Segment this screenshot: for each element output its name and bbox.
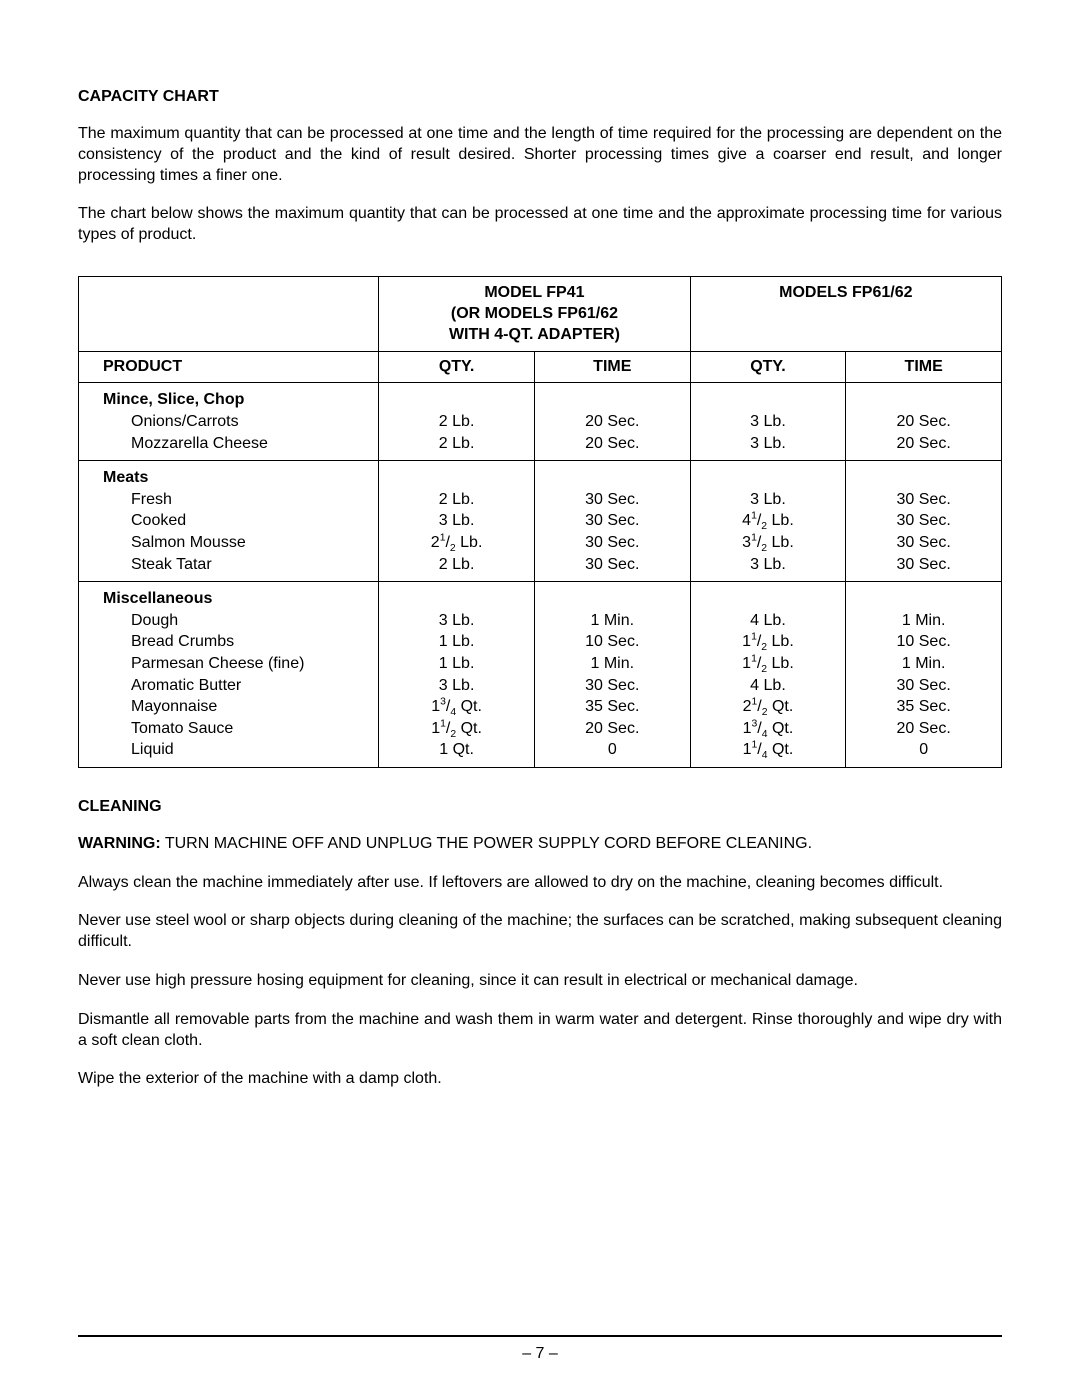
table-row: Mince, Slice, ChopOnions/CarrotsMozzarel…: [79, 383, 379, 461]
model1-line3: WITH 4-QT. ADAPTER): [449, 326, 620, 343]
time1-cell: 1 Min.10 Sec.1 Min.30 Sec.35 Sec.20 Sec.…: [534, 582, 690, 768]
cleaning-heading: CLEANING: [78, 798, 1002, 816]
col-qty-2: QTY.: [690, 352, 846, 383]
qty1-cell: 2 Lb.2 Lb.: [379, 383, 535, 461]
qty1-cell: 2 Lb.3 Lb.21/2 Lb.2 Lb.: [379, 461, 535, 582]
col-time-1: TIME: [534, 352, 690, 383]
capacity-para-2: The chart below shows the maximum quanti…: [78, 204, 1002, 246]
cleaning-para-3: Never use high pressure hosing equipment…: [78, 971, 1002, 992]
time1-cell: 20 Sec.20 Sec.: [534, 383, 690, 461]
capacity-para-1: The maximum quantity that can be process…: [78, 124, 1002, 186]
warning-text: TURN MACHINE OFF AND UNPLUG THE POWER SU…: [161, 835, 812, 852]
cleaning-para-4: Dismantle all removable parts from the m…: [78, 1010, 1002, 1052]
model1-line1: MODEL FP41: [484, 284, 584, 301]
cleaning-para-5: Wipe the exterior of the machine with a …: [78, 1069, 1002, 1090]
qty1-cell: 3 Lb.1 Lb.1 Lb.3 Lb.13/4 Qt.11/2 Qt.1 Qt…: [379, 582, 535, 768]
qty2-cell: 4 Lb.11/2 Lb.11/2 Lb.4 Lb.21/2 Qt.13/4 Q…: [690, 582, 846, 768]
time1-cell: 30 Sec.30 Sec.30 Sec.30 Sec.: [534, 461, 690, 582]
table-row: MeatsFreshCookedSalmon MousseSteak Tatar: [79, 461, 379, 582]
model1-header: MODEL FP41 (OR MODELS FP61/62 WITH 4-QT.…: [379, 276, 690, 351]
capacity-table: MODEL FP41 (OR MODELS FP61/62 WITH 4-QT.…: [78, 276, 1002, 768]
warning-line: WARNING: TURN MACHINE OFF AND UNPLUG THE…: [78, 834, 1002, 855]
footer-rule: [78, 1335, 1002, 1337]
page: CAPACITY CHART The maximum quantity that…: [0, 0, 1080, 1397]
col-qty-1: QTY.: [379, 352, 535, 383]
time2-cell: 1 Min.10 Sec.1 Min.30 Sec.35 Sec.20 Sec.…: [846, 582, 1002, 768]
table-row: MiscellaneousDoughBread CrumbsParmesan C…: [79, 582, 379, 768]
qty2-cell: 3 Lb.3 Lb.: [690, 383, 846, 461]
cleaning-para-2: Never use steel wool or sharp objects du…: [78, 911, 1002, 953]
page-number: – 7 –: [0, 1345, 1080, 1363]
col-product: PRODUCT: [79, 352, 379, 383]
time2-cell: 30 Sec.30 Sec.30 Sec.30 Sec.: [846, 461, 1002, 582]
model2-text: MODELS FP61/62: [779, 284, 912, 301]
model1-line2: (OR MODELS FP61/62: [451, 305, 618, 322]
capacity-chart-heading: CAPACITY CHART: [78, 88, 1002, 106]
cleaning-para-1: Always clean the machine immediately aft…: [78, 873, 1002, 894]
warning-label: WARNING:: [78, 835, 161, 852]
col-time-2: TIME: [846, 352, 1002, 383]
time2-cell: 20 Sec.20 Sec.: [846, 383, 1002, 461]
model2-header: MODELS FP61/62: [690, 276, 1001, 351]
qty2-cell: 3 Lb.41/2 Lb.31/2 Lb.3 Lb.: [690, 461, 846, 582]
